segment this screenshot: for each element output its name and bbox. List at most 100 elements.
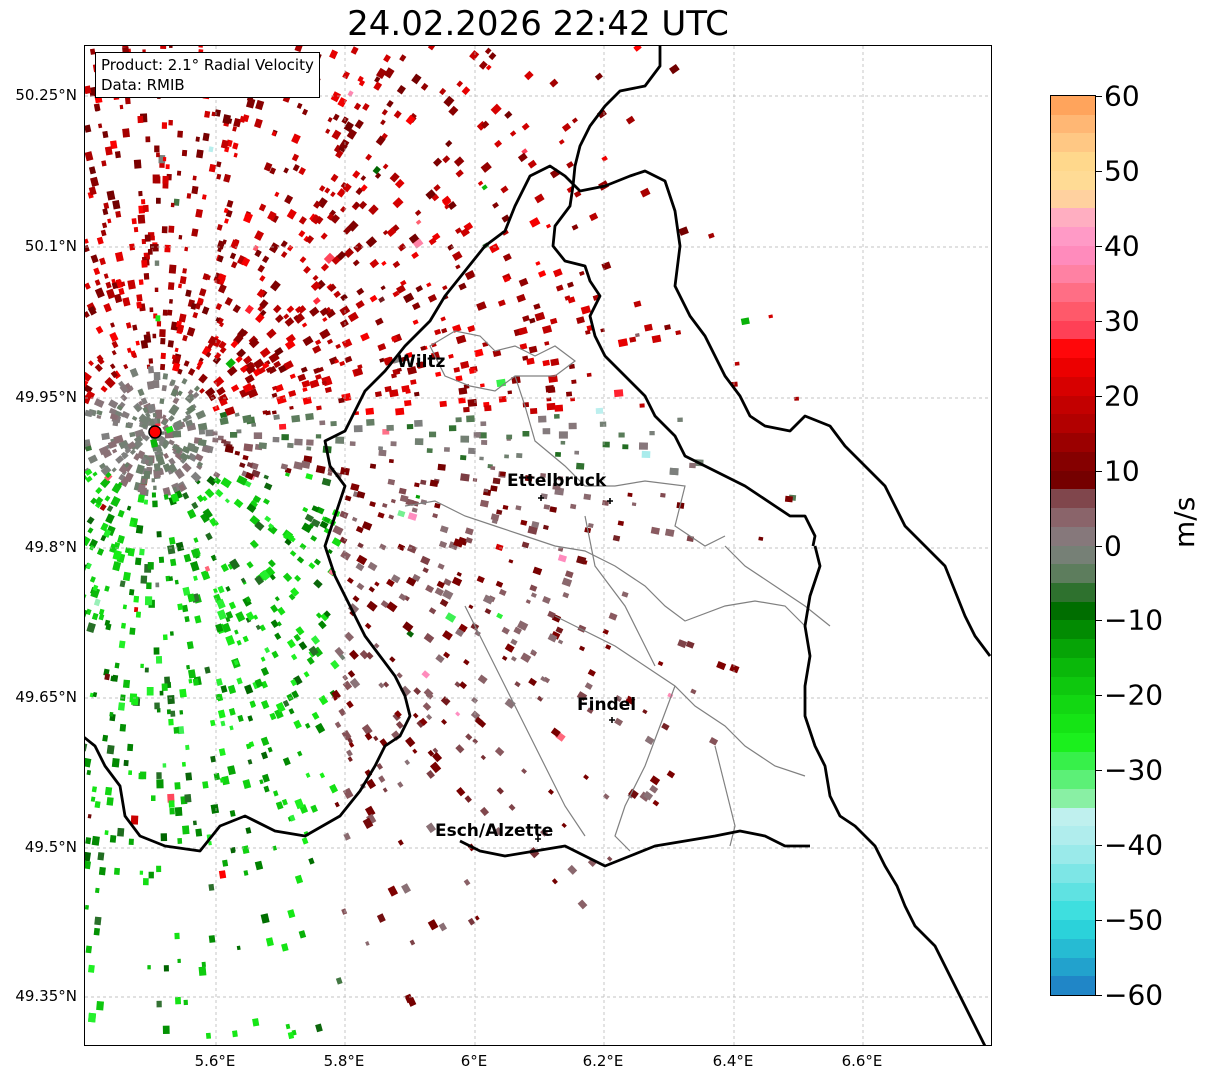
radar-echo-cell bbox=[223, 207, 229, 214]
radar-echo-cell bbox=[226, 365, 238, 377]
radar-echo-cell bbox=[330, 191, 336, 198]
radar-echo-cell bbox=[520, 652, 532, 663]
radar-echo-cell bbox=[434, 587, 444, 597]
radar-echo-cell bbox=[170, 379, 176, 386]
radar-echo-cell bbox=[120, 622, 127, 629]
radar-echo-cell bbox=[260, 656, 266, 662]
radar-echo-cell bbox=[147, 965, 151, 970]
radar-echo-cell bbox=[196, 149, 204, 159]
radar-echo-cell bbox=[182, 586, 191, 596]
radar-echo-cell bbox=[589, 212, 599, 222]
radar-echo-cell bbox=[108, 399, 119, 409]
radar-echo-cell bbox=[278, 423, 287, 430]
radar-echo-cell bbox=[113, 867, 120, 875]
radar-echo-cell bbox=[342, 787, 354, 800]
radar-echo-cell bbox=[429, 479, 439, 488]
country-border bbox=[85, 46, 991, 1045]
radar-echo-cell bbox=[689, 462, 696, 469]
radar-echo-cell bbox=[170, 388, 179, 398]
radar-echo-cell bbox=[155, 315, 161, 322]
radar-echo-cell bbox=[627, 492, 633, 497]
radar-echo-cell bbox=[560, 440, 566, 445]
radar-echo-cell bbox=[649, 775, 661, 786]
radar-echo-cell bbox=[269, 574, 276, 581]
radar-echo-cell bbox=[179, 710, 184, 715]
radar-echo-cell bbox=[188, 678, 193, 684]
radar-echo-cell bbox=[516, 620, 529, 631]
colorbar-tick-label: 40 bbox=[1104, 229, 1140, 263]
radar-echo-cell bbox=[664, 324, 671, 331]
radar-echo-cell bbox=[554, 404, 564, 412]
radar-echo-cell bbox=[254, 249, 262, 258]
colorbar-tick-mark bbox=[1096, 395, 1102, 397]
radar-echo-cell bbox=[327, 548, 333, 555]
radar-echo-cell bbox=[221, 439, 227, 444]
radar-echo-cell bbox=[479, 456, 484, 461]
radar-echo-cell bbox=[198, 46, 204, 48]
radar-site-marker bbox=[148, 425, 162, 439]
radar-echo-cell bbox=[442, 630, 453, 641]
colorbar-segment bbox=[1051, 358, 1095, 378]
radar-echo-cell bbox=[117, 481, 123, 488]
radar-echo-cell bbox=[133, 595, 140, 603]
radar-echo-cell bbox=[244, 374, 255, 384]
radar-echo-cell bbox=[528, 847, 540, 859]
lat-label-50-1: 50.1°N bbox=[24, 237, 77, 255]
radar-echo-cell bbox=[397, 543, 406, 551]
radar-echo-cell bbox=[315, 612, 323, 619]
radar-echo-cell bbox=[365, 407, 375, 415]
colorbar-segment bbox=[1051, 601, 1095, 622]
radar-echo-cell bbox=[233, 152, 238, 158]
map-panel[interactable]: Product: 2.1° Radial Velocity Data: RMIB… bbox=[84, 45, 992, 1046]
radar-echo-cell bbox=[85, 608, 88, 618]
radar-echo-cell bbox=[186, 641, 194, 650]
radar-echo-cell bbox=[529, 584, 538, 592]
radar-echo-cell bbox=[490, 485, 498, 492]
radar-echo-cell bbox=[190, 561, 200, 572]
radar-echo-cell bbox=[284, 339, 296, 350]
radar-echo-cell bbox=[201, 961, 206, 967]
radar-echo-cell bbox=[168, 536, 176, 545]
radar-echo-cell bbox=[129, 627, 136, 635]
radar-echo-cell bbox=[484, 47, 492, 55]
radar-echo-cell bbox=[535, 260, 541, 266]
radar-echo-cell bbox=[422, 702, 432, 711]
radar-echo-cell bbox=[258, 442, 267, 450]
radar-echo-cell bbox=[195, 828, 203, 837]
radar-echo-cell bbox=[555, 284, 564, 292]
radar-echo-cell bbox=[477, 674, 488, 685]
radar-echo-cell bbox=[740, 317, 750, 326]
radar-echo-cell bbox=[255, 99, 265, 111]
radar-echo-cell bbox=[215, 302, 223, 311]
radar-echo-cell bbox=[176, 170, 182, 176]
radar-echo-cell bbox=[343, 832, 351, 841]
radar-echo-cell bbox=[442, 155, 451, 164]
radar-echo-cell bbox=[561, 122, 572, 132]
radar-echo-cell bbox=[162, 463, 171, 472]
colorbar-tick-mark bbox=[1096, 170, 1102, 172]
radar-echo-cell bbox=[341, 908, 348, 915]
radar-echo-cell bbox=[94, 363, 103, 372]
radar-echo-cell bbox=[406, 630, 415, 638]
radar-echo-cell bbox=[208, 935, 216, 943]
radar-echo-cell bbox=[85, 945, 92, 954]
radar-echo-cell bbox=[154, 145, 160, 153]
radar-echo-cell bbox=[311, 711, 320, 720]
radar-echo-cell bbox=[365, 153, 373, 161]
radar-echo-cell bbox=[259, 347, 271, 358]
radar-echo-cell bbox=[271, 410, 277, 415]
radar-echo-cell bbox=[141, 199, 146, 205]
radar-echo-cell bbox=[180, 458, 186, 464]
radar-echo-cell bbox=[135, 611, 141, 618]
radar-echo-cell bbox=[485, 64, 492, 71]
radar-echo-cell bbox=[602, 793, 610, 800]
radar-echo-cell bbox=[224, 218, 229, 224]
radar-echo-cell bbox=[355, 525, 364, 534]
radar-echo-cell bbox=[194, 453, 204, 462]
radar-echo-cell bbox=[190, 548, 200, 559]
radar-echo-cell bbox=[148, 871, 154, 879]
radar-echo-cell bbox=[542, 596, 551, 605]
radar-echo-cell bbox=[97, 852, 105, 861]
radar-echo-cell bbox=[162, 373, 169, 380]
colorbar-segment bbox=[1051, 451, 1095, 472]
